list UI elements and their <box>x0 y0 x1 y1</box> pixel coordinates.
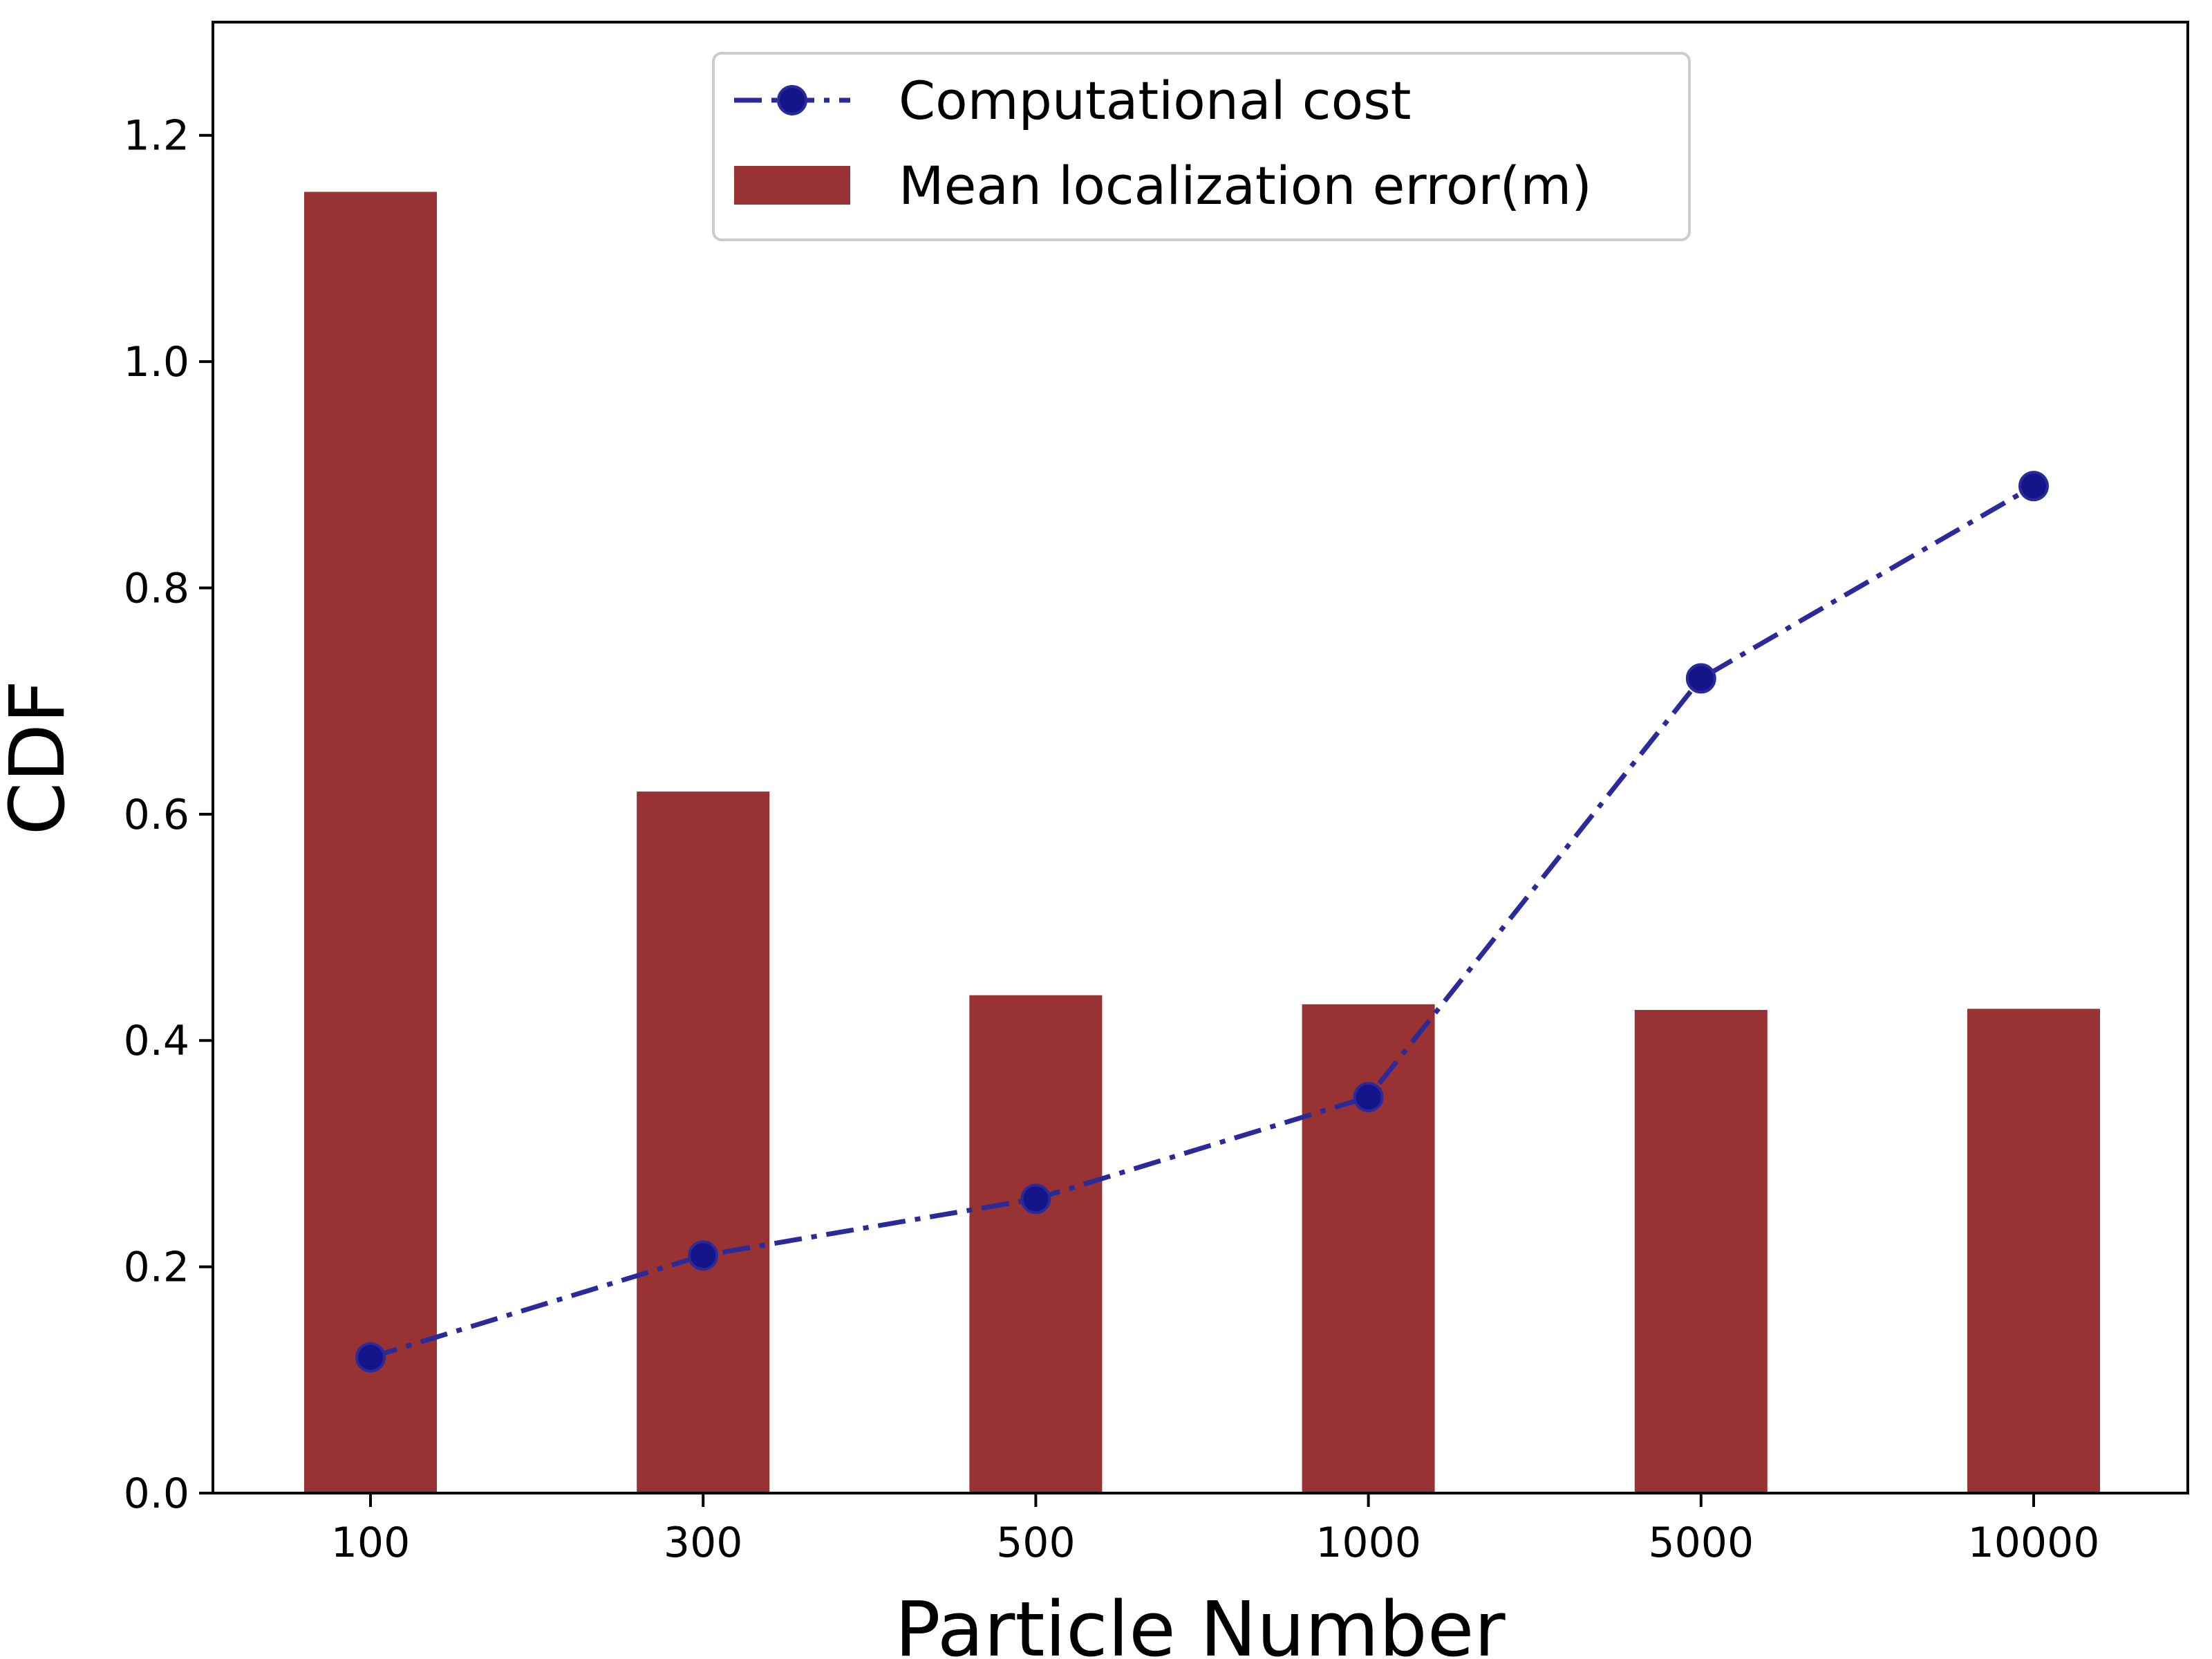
x-axis: 100 300 500 1000 5000 10000 <box>331 1493 2100 1567</box>
legend-bar-swatch <box>734 166 850 205</box>
legend-marker-swatch <box>777 85 807 115</box>
x-tick-label: 300 <box>664 1519 743 1567</box>
legend-frame <box>712 52 1691 241</box>
x-tick-label: 10000 <box>1968 1519 2100 1567</box>
legend-label-mean-localization-error: Mean localization error(m) <box>899 155 1592 216</box>
plot-frame <box>212 21 2189 1494</box>
x-tick-label: 5000 <box>1648 1519 1754 1567</box>
y-tick-label: 0.8 <box>124 564 189 612</box>
x-tick-label: 100 <box>331 1519 411 1567</box>
bar-100 <box>304 191 437 1493</box>
point-100 <box>355 1342 386 1373</box>
x-tick-label: 500 <box>996 1519 1076 1567</box>
bar-1000 <box>1302 1004 1435 1493</box>
legend-label-computational-cost: Computational cost <box>899 70 1411 131</box>
bars-layer <box>304 191 2100 1493</box>
x-tick-label: 1000 <box>1315 1519 1421 1567</box>
y-tick-label: 0.6 <box>124 791 189 839</box>
line-layer <box>355 471 2049 1373</box>
line-computational-cost <box>369 484 2035 1360</box>
point-10000 <box>2018 471 2049 502</box>
x-axis-title: Particle Number <box>894 1585 1506 1659</box>
y-tick-label: 0.0 <box>124 1470 189 1518</box>
point-5000 <box>1685 663 1716 694</box>
bar-5000 <box>1634 1010 1768 1493</box>
y-tick-label: 0.4 <box>124 1017 189 1065</box>
bar-10000 <box>1967 1009 2100 1493</box>
point-1000 <box>1353 1082 1384 1113</box>
y-tick-label: 1.0 <box>124 338 189 386</box>
y-tick-label: 0.2 <box>124 1244 189 1292</box>
y-axis: 0.0 0.2 0.4 0.6 0.8 1.0 1.2 <box>124 112 213 1518</box>
legend: Computational cost Mean localization err… <box>712 52 1691 241</box>
bar-300 <box>637 791 770 1493</box>
point-500 <box>1020 1183 1051 1215</box>
point-300 <box>688 1240 719 1271</box>
y-tick-label: 1.2 <box>124 112 189 160</box>
bar-500 <box>969 995 1103 1493</box>
y-axis-title: CDF <box>0 680 82 836</box>
